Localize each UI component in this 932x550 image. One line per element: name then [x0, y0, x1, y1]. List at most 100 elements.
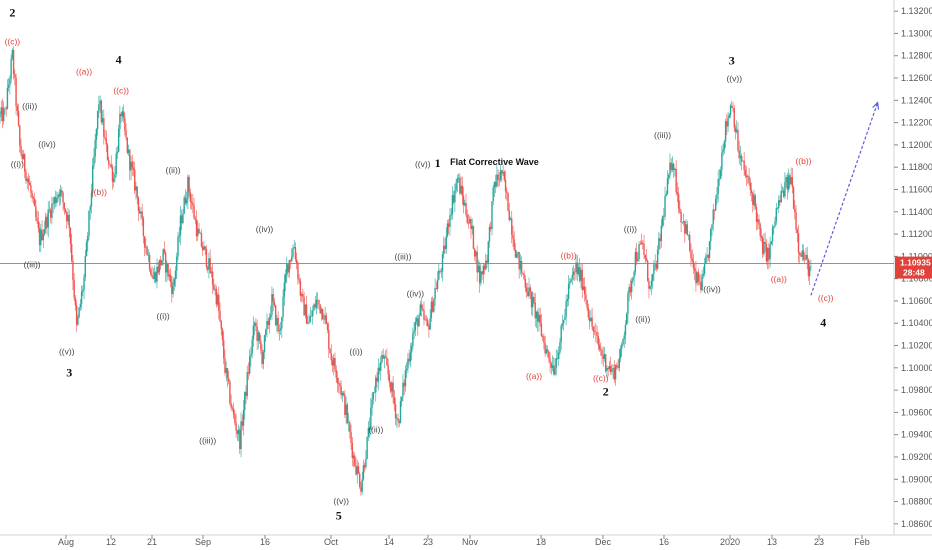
candle-body [755, 206, 758, 222]
candle-body [801, 250, 803, 257]
y-tick-label: 1.12200 [901, 118, 932, 128]
candle-body [351, 442, 353, 459]
candle-body [148, 254, 151, 270]
candle-body [448, 223, 450, 227]
candle-body [766, 247, 769, 262]
candle-body [315, 299, 318, 308]
candle-body [293, 247, 295, 249]
candle-body [92, 165, 94, 194]
candle-body [227, 378, 230, 382]
candle-body [596, 332, 598, 337]
candle-body [467, 222, 470, 224]
candle-body [272, 294, 274, 302]
wave-label-corrective: ((a)) [771, 274, 787, 284]
candle-body [441, 254, 444, 272]
candle-body [675, 168, 677, 193]
candle-body [320, 308, 323, 314]
candle-body [487, 241, 489, 263]
candle-body [382, 354, 384, 359]
candle-body [570, 278, 572, 282]
candle-body [459, 177, 461, 194]
candle-body [548, 351, 550, 359]
projection-line [810, 102, 879, 296]
candle-body [559, 342, 561, 353]
y-tick-label: 1.09200 [901, 452, 932, 462]
candle-body [200, 233, 203, 247]
candle-body [3, 108, 5, 122]
candle-body [109, 164, 111, 165]
y-tick-label: 1.09400 [901, 430, 932, 440]
candle-body [69, 227, 72, 244]
candle-body [693, 268, 696, 271]
candle-body [712, 209, 714, 225]
candle-body [614, 365, 617, 380]
wave-label-minor: ((iv)) [256, 224, 274, 234]
x-tick-label: Nov [462, 537, 479, 547]
y-tick-label: 1.11000 [901, 251, 932, 261]
candle-body [14, 74, 16, 78]
candle-body [266, 321, 268, 330]
candle-body [53, 197, 56, 204]
candle-body [684, 220, 686, 234]
candle-body [242, 409, 245, 426]
candle-body [37, 221, 40, 228]
candle-body [583, 286, 586, 295]
candle-body [404, 370, 407, 387]
candle-body [143, 236, 146, 248]
plot-area [0, 0, 894, 535]
candle-body [753, 195, 755, 205]
candle-body [251, 339, 253, 354]
candlesticks [0, 46, 812, 496]
candle-body [799, 252, 801, 256]
candle-body [711, 224, 713, 230]
candle-body [670, 162, 672, 171]
candle-body [313, 304, 315, 311]
y-tick-label: 1.09600 [901, 407, 932, 417]
candle-body [770, 241, 773, 245]
candle-body [781, 190, 784, 192]
candle-body [244, 391, 246, 410]
candle-body [428, 325, 430, 330]
candle-body [480, 271, 482, 284]
candle-body [502, 171, 504, 174]
candle-body [692, 261, 695, 269]
candle-body [35, 206, 37, 218]
candle-body [250, 353, 252, 357]
candle-body [624, 324, 627, 336]
candle-body [719, 170, 722, 179]
candle-body [533, 297, 535, 303]
x-tick-label: 18 [536, 537, 546, 547]
candle-body [431, 301, 434, 312]
wave-label-corrective: ((c)) [593, 373, 609, 383]
candle-body [298, 278, 300, 281]
wave-label-minor: ((iii)) [24, 260, 41, 270]
candle-body [537, 311, 539, 322]
candle-body [216, 294, 219, 305]
y-tick-label: 1.11200 [901, 229, 932, 239]
candle-body [456, 178, 459, 183]
candle-body [556, 358, 559, 359]
candle-body [778, 200, 780, 208]
candle-body [334, 357, 336, 370]
candle-body [564, 316, 566, 320]
candle-body [677, 194, 680, 209]
candle-body [314, 304, 316, 308]
candle-body [46, 216, 48, 228]
candle-body [519, 260, 522, 270]
candle-body [383, 356, 386, 359]
candle-body [708, 241, 711, 259]
candle-body [126, 137, 129, 153]
wave-label-primary: 4 [820, 316, 826, 330]
candle-body [185, 199, 188, 204]
candle-body [376, 377, 378, 382]
candle-body [800, 255, 802, 257]
candle-body [323, 319, 325, 320]
candle-body [738, 150, 740, 159]
candle-body [647, 260, 649, 281]
candle-body [341, 392, 344, 396]
candle-body [89, 206, 91, 211]
candle-body [586, 299, 588, 308]
wave-label-minor: ((iv)) [703, 284, 721, 294]
candle-body [261, 349, 263, 365]
